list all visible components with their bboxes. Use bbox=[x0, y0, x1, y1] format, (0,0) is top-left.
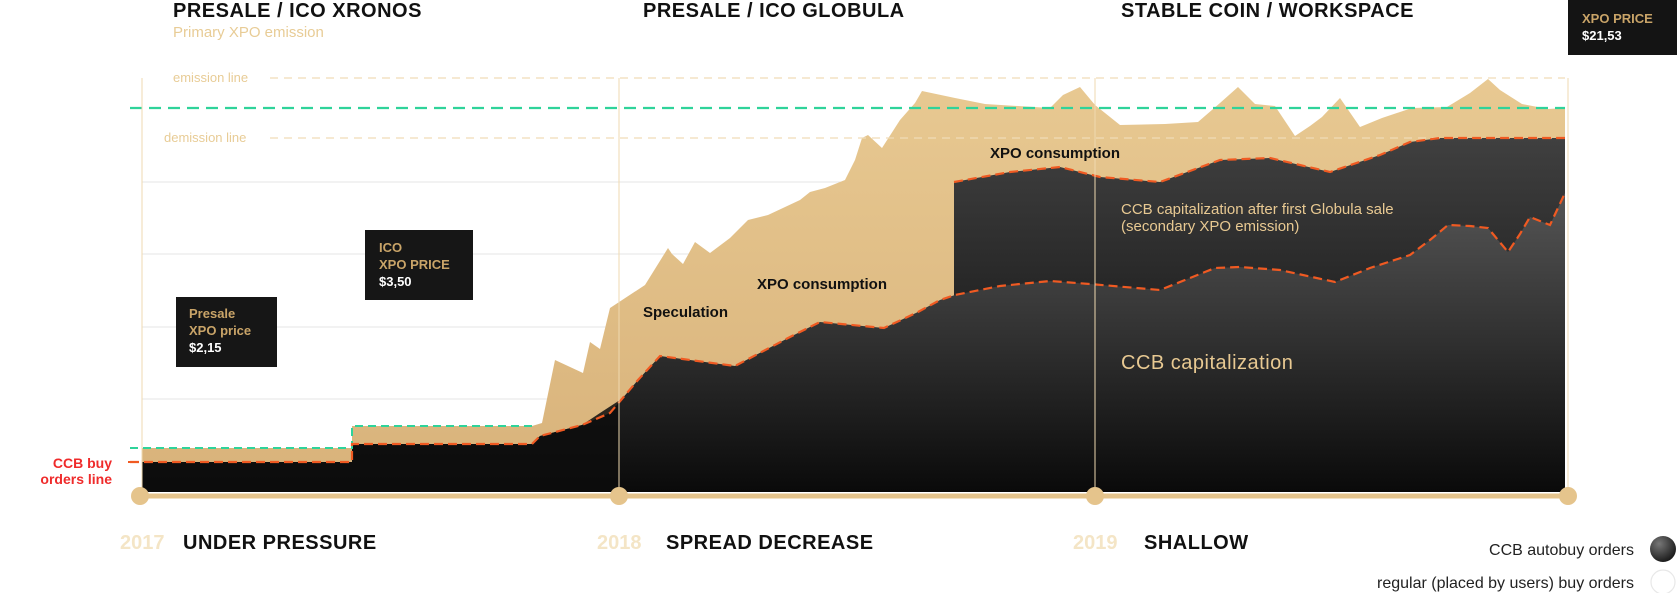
phase-title: PRESALE / ICO GLOBULA bbox=[643, 0, 905, 22]
phase-title: PRESALE / ICO XRONOS bbox=[173, 0, 422, 22]
phase-subtitle: Primary XPO emission bbox=[173, 24, 324, 41]
timeline-label: SHALLOW bbox=[1144, 532, 1249, 554]
legend-swatch-dark bbox=[1650, 536, 1676, 562]
speculation-label: Speculation bbox=[643, 304, 728, 321]
timeline-year: 2017 bbox=[120, 532, 165, 554]
emission-guides bbox=[130, 77, 1565, 449]
legend-label: CCB autobuy orders bbox=[1489, 542, 1634, 559]
legend-swatch-light bbox=[1650, 569, 1676, 593]
timeline-year: 2019 bbox=[1073, 532, 1118, 554]
xpo-price-badge: XPO PRICE $21,53 bbox=[1568, 0, 1677, 55]
demission-line-label: demission line bbox=[164, 130, 246, 145]
svg-text:XPO price: XPO price bbox=[189, 323, 251, 338]
svg-text:XPO PRICE: XPO PRICE bbox=[379, 257, 450, 272]
svg-text:ICO: ICO bbox=[379, 240, 402, 255]
ccb-buy-orders-label: orders line bbox=[40, 471, 112, 487]
ccb-after-globula-label: CCB capitalization after first Globula s… bbox=[1121, 201, 1394, 218]
timeline-marker bbox=[1086, 487, 1104, 505]
ico-price-box: ICO XPO PRICE $3,50 bbox=[365, 230, 473, 300]
timeline-marker bbox=[610, 487, 628, 505]
ccb-capitalization-label: CCB capitalization bbox=[1121, 352, 1293, 374]
ccb-after-globula-label: (secondary XPO emission) bbox=[1121, 218, 1299, 235]
base-dark-area bbox=[142, 400, 620, 492]
ccb-buy-orders-label: CCB buy bbox=[53, 455, 112, 471]
emission-line-label: emission line bbox=[173, 70, 248, 85]
svg-text:$21,53: $21,53 bbox=[1582, 28, 1622, 43]
xpo-consumption-label: XPO consumption bbox=[990, 145, 1120, 162]
svg-text:$2,15: $2,15 bbox=[189, 340, 222, 355]
timeline-year: 2018 bbox=[597, 532, 642, 554]
legend-label: regular (placed by users) buy orders bbox=[1377, 575, 1634, 592]
timeline-marker bbox=[131, 487, 149, 505]
timeline-label: SPREAD DECREASE bbox=[666, 532, 874, 554]
ccb-after-globula-line bbox=[953, 136, 1565, 184]
phase-dividers bbox=[141, 78, 1569, 496]
timeline-label: UNDER PRESSURE bbox=[183, 532, 377, 554]
ccb-buy-orders-line bbox=[130, 192, 1566, 464]
svg-text:$3,50: $3,50 bbox=[379, 274, 412, 289]
presale-price-box: Presale XPO price $2,15 bbox=[176, 297, 277, 367]
xpo-consumption-label: XPO consumption bbox=[757, 276, 887, 293]
timeline-marker bbox=[1559, 487, 1577, 505]
ccb-capitalization-area bbox=[142, 193, 1565, 492]
phase-title: STABLE COIN / WORKSPACE bbox=[1121, 0, 1414, 22]
svg-text:Presale: Presale bbox=[189, 306, 235, 321]
svg-text:XPO PRICE: XPO PRICE bbox=[1582, 11, 1653, 26]
legend: CCB autobuy orders regular (placed by us… bbox=[1377, 536, 1676, 593]
